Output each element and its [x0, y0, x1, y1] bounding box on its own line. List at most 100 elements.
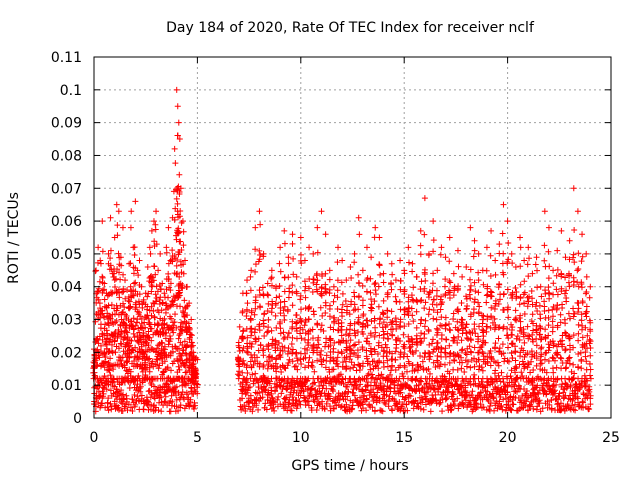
data-point: [496, 398, 503, 405]
data-point: [300, 388, 307, 395]
data-point: [519, 373, 526, 380]
data-point: [281, 364, 288, 371]
data-point: [99, 400, 106, 407]
data-point: [388, 260, 395, 267]
data-point: [553, 272, 560, 279]
data-point: [322, 364, 329, 371]
data-point: [412, 397, 419, 404]
data-point: [269, 354, 276, 361]
data-point: [161, 398, 168, 405]
data-point: [151, 238, 158, 245]
data-point: [351, 250, 358, 257]
data-point: [339, 290, 346, 297]
data-point: [374, 376, 381, 383]
data-point: [129, 292, 136, 299]
chart-title: Day 184 of 2020, Rate Of TEC Index for r…: [166, 20, 535, 36]
data-point: [513, 335, 520, 342]
data-point: [256, 360, 263, 367]
data-point: [344, 307, 351, 314]
data-point: [490, 394, 497, 401]
data-point: [483, 323, 490, 330]
data-point: [442, 254, 449, 261]
y-tick-label: 0.03: [51, 313, 82, 329]
data-point: [169, 326, 176, 333]
data-point: [171, 358, 178, 365]
data-point: [542, 287, 549, 294]
data-point: [586, 386, 593, 393]
data-point: [256, 321, 263, 328]
data-point: [536, 400, 543, 407]
data-point: [401, 267, 408, 274]
data-point: [318, 322, 325, 329]
data-point: [471, 344, 478, 351]
data-point: [397, 389, 404, 396]
data-point: [557, 319, 564, 326]
data-point: [94, 361, 101, 368]
data-point: [148, 288, 155, 295]
data-point: [155, 267, 162, 274]
data-point: [183, 303, 190, 310]
data-point: [517, 244, 524, 251]
data-point: [126, 366, 133, 373]
data-point: [99, 307, 106, 314]
data-point: [119, 354, 126, 361]
data-point: [437, 349, 444, 356]
data-point: [570, 375, 577, 382]
data-point: [476, 303, 483, 310]
data-point: [301, 257, 308, 264]
data-point: [166, 313, 173, 320]
data-point: [256, 389, 263, 396]
data-point: [559, 337, 566, 344]
data-point: [188, 339, 195, 346]
data-point: [281, 303, 288, 310]
data-point: [107, 255, 114, 262]
data-point: [257, 221, 264, 228]
data-point: [278, 390, 285, 397]
data-point: [152, 271, 159, 278]
data-point: [433, 400, 440, 407]
data-point: [284, 334, 291, 341]
data-point: [571, 370, 578, 377]
data-point: [364, 322, 371, 329]
data-point: [140, 330, 147, 337]
data-point: [123, 358, 130, 365]
data-point: [558, 285, 565, 292]
data-point: [293, 335, 300, 342]
data-point: [508, 407, 515, 414]
data-point: [178, 246, 185, 253]
data-point: [100, 390, 107, 397]
data-point: [326, 276, 333, 283]
data-point: [434, 359, 441, 366]
data-point: [294, 366, 301, 373]
data-point: [448, 406, 455, 413]
data-point: [565, 279, 572, 286]
data-point: [179, 327, 186, 334]
data-point: [359, 282, 366, 289]
data-point: [401, 351, 408, 358]
data-point: [438, 300, 445, 307]
data-point: [511, 383, 518, 390]
data-point: [260, 352, 267, 359]
data-point: [550, 340, 557, 347]
data-point: [389, 407, 396, 414]
data-point: [426, 250, 433, 257]
data-point: [405, 244, 412, 251]
data-point: [587, 319, 594, 326]
data-point: [180, 228, 187, 235]
data-point: [557, 407, 564, 414]
data-point: [392, 367, 399, 374]
data-point: [559, 305, 566, 312]
data-point: [542, 326, 549, 333]
data-point: [392, 348, 399, 355]
data-point: [346, 311, 353, 318]
data-point: [355, 306, 362, 313]
data-point: [347, 337, 354, 344]
data-point: [553, 343, 560, 350]
data-point: [116, 390, 123, 397]
data-point: [389, 362, 396, 369]
data-point: [194, 390, 201, 397]
data-point: [309, 289, 316, 296]
data-point: [467, 286, 474, 293]
data-point: [101, 332, 108, 339]
data-point: [315, 341, 322, 348]
